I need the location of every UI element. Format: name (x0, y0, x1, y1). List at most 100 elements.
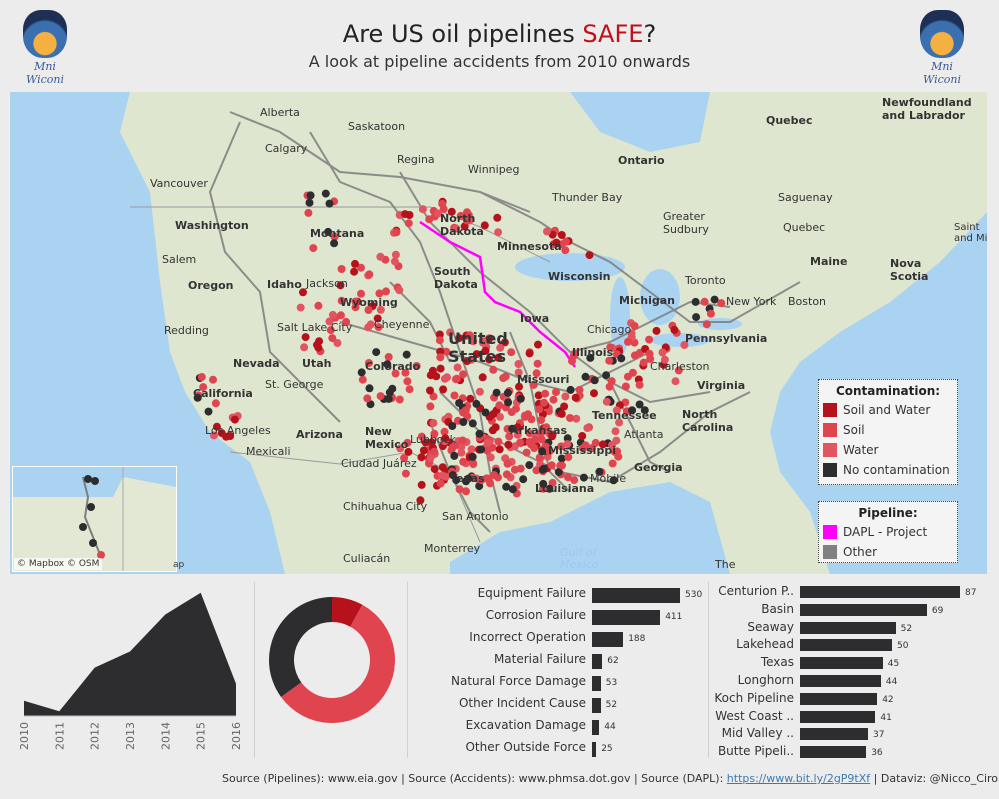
bar[interactable] (592, 698, 601, 713)
accident-marker (396, 444, 405, 453)
accident-marker (529, 380, 538, 389)
accident-marker (306, 191, 315, 200)
accident-marker (357, 289, 365, 298)
accidents-by-year-chart[interactable]: 2010 2011 2012 2013 2014 2015 2016 (10, 580, 250, 762)
contamination-donut-chart[interactable] (258, 580, 406, 762)
accident-marker (560, 402, 569, 411)
bar-label: Other Outside Force (465, 740, 586, 754)
bar[interactable] (592, 742, 597, 757)
accident-marker (421, 438, 430, 447)
bar-row[interactable]: Incorrect Operation 188 (410, 630, 705, 648)
bar-row[interactable]: Longhorn 44 (712, 673, 992, 691)
bar-row[interactable]: Butte Pipeli.. 36 (712, 744, 992, 762)
label-south-dakota: South Dakota (434, 265, 478, 291)
bar[interactable] (800, 657, 883, 670)
bar-row[interactable]: Seaway 52 (712, 620, 992, 638)
bar[interactable] (592, 676, 601, 691)
legend-label: DAPL - Project (843, 525, 928, 539)
accident-marker (436, 364, 445, 373)
accident-marker (525, 349, 534, 358)
accident-marker (504, 440, 513, 449)
bar-label: West Coast .. (715, 708, 794, 723)
bar-row[interactable]: Material Failure 62 (410, 652, 705, 670)
bar-row[interactable]: Other Incident Cause 52 (410, 696, 705, 714)
accident-marker (558, 461, 566, 470)
accident-marker (430, 447, 439, 456)
bar-row[interactable]: Natural Force Damage 53 (410, 674, 705, 692)
dapl-source-link[interactable]: https://www.bit.ly/2gP9tXf (726, 772, 871, 785)
accident-marker (458, 436, 467, 445)
bar-row[interactable]: Koch Pipeline 42 (712, 691, 992, 709)
bar-row[interactable]: Excavation Damage 44 (410, 718, 705, 736)
accident-marker (438, 199, 447, 208)
accident-marker (462, 487, 470, 496)
bar[interactable] (800, 621, 896, 634)
legend-item-water[interactable]: Water (819, 440, 957, 460)
bar-row[interactable]: Other Outside Force 25 (410, 740, 705, 758)
legend-item-soil-water[interactable]: Soil and Water (819, 400, 957, 420)
accident-marker (450, 391, 459, 400)
bar-row[interactable]: Lakehead 50 (712, 637, 992, 655)
bar[interactable] (800, 710, 876, 723)
accident-marker (658, 348, 667, 357)
accident-marker (692, 313, 701, 322)
bar[interactable] (800, 639, 892, 652)
label-colorado: Colorado (365, 360, 421, 373)
operators-bar-chart[interactable]: Centurion P.. 87 Basin 69 Seaway 52 Lakehead 50… (712, 580, 992, 762)
accident-marker (630, 322, 639, 330)
legend-item-no-contamination[interactable]: No contamination (819, 460, 957, 480)
bar[interactable] (800, 728, 868, 741)
accident-marker (455, 485, 464, 494)
pipeline-map[interactable]: Alberta Saskatoon Calgary Regina Winnipe… (10, 92, 987, 574)
causes-bar-chart[interactable]: Equipment Failure 530 Corrosion Failure 411… (410, 580, 705, 762)
accident-marker (478, 373, 487, 382)
label-michigan: Michigan (619, 294, 675, 307)
bar-value: 44 (885, 677, 898, 687)
bar[interactable] (800, 603, 927, 616)
accident-marker (566, 414, 574, 422)
legend-item-dapl[interactable]: DAPL - Project (819, 522, 957, 542)
label-iowa: Iowa (520, 312, 550, 325)
legend-item-other[interactable]: Other (819, 542, 957, 562)
accident-marker (583, 424, 592, 432)
accident-marker (391, 369, 400, 378)
accident-marker (324, 227, 333, 236)
bar[interactable] (592, 610, 661, 625)
bar[interactable] (800, 692, 878, 705)
accident-marker (376, 392, 385, 401)
accident-marker (537, 416, 546, 425)
bar[interactable] (592, 720, 600, 735)
map-attribution[interactable]: © Mapbox © OSM (14, 558, 103, 570)
accident-marker (606, 343, 615, 352)
legend-pipeline: Pipeline: DAPL - Project Other (818, 501, 958, 563)
accident-markers[interactable] (193, 189, 726, 505)
accident-marker (532, 369, 541, 378)
accident-marker (384, 394, 393, 403)
legend-item-soil[interactable]: Soil (819, 420, 957, 440)
accident-marker (507, 348, 516, 357)
accident-marker (503, 459, 512, 468)
bar-row[interactable]: Centurion P.. 87 (712, 584, 992, 602)
bar-value: 188 (628, 634, 646, 644)
accident-marker (609, 476, 618, 485)
bar-row[interactable]: Equipment Failure 530 (410, 586, 705, 604)
accident-marker (564, 473, 572, 482)
bar-row[interactable]: West Coast .. 41 (712, 709, 992, 727)
alaska-inset[interactable] (12, 466, 177, 572)
bar-row[interactable]: Texas 45 (712, 655, 992, 673)
donut-chart-canvas (269, 597, 395, 723)
bar[interactable] (592, 654, 603, 669)
bar-row[interactable]: Corrosion Failure 411 (410, 608, 705, 626)
bar[interactable] (592, 632, 624, 647)
bar[interactable] (592, 588, 680, 603)
bar[interactable] (800, 746, 867, 759)
bar[interactable] (800, 586, 960, 598)
bar[interactable] (800, 675, 881, 687)
bar-value: 53 (605, 678, 618, 688)
accident-marker (429, 392, 438, 401)
label-washington: Washington (175, 219, 249, 232)
swatch-dapl (823, 525, 837, 539)
bar-row[interactable]: Basin 69 (712, 602, 992, 620)
accident-marker (605, 356, 614, 365)
bar-row[interactable]: Mid Valley .. 37 (712, 726, 992, 744)
